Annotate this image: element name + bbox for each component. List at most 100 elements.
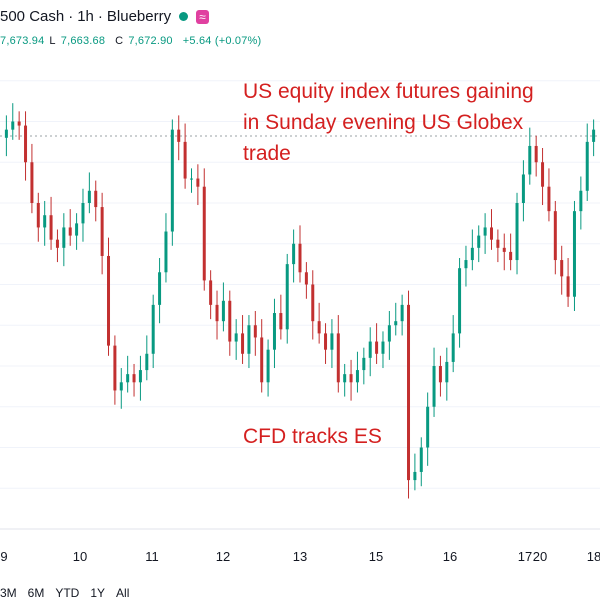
candle-body bbox=[362, 357, 366, 371]
x-tick-label: 13 bbox=[293, 549, 307, 564]
candle-body bbox=[317, 321, 321, 334]
x-tick-label: 15 bbox=[369, 549, 383, 564]
candle-body bbox=[36, 203, 40, 228]
candle-body bbox=[107, 255, 111, 346]
candle-body bbox=[515, 203, 519, 261]
interval-label[interactable]: 1h bbox=[77, 8, 94, 25]
candle-body bbox=[4, 129, 8, 138]
chart-header: 500 Cash · 1h · Blueberry ≈ bbox=[0, 8, 209, 25]
close-key: C bbox=[115, 35, 124, 47]
cfd-annotation: CFD tracks ES bbox=[243, 425, 382, 448]
candle-body bbox=[521, 174, 525, 203]
candle-body bbox=[285, 264, 289, 330]
candle-body bbox=[432, 366, 436, 407]
candle-body bbox=[451, 333, 455, 362]
candle-body bbox=[298, 243, 302, 273]
candle-body bbox=[17, 121, 21, 126]
candle-body bbox=[394, 321, 398, 326]
candle-body bbox=[381, 341, 385, 354]
headline-line: US equity index futures gaining bbox=[243, 80, 534, 103]
x-tick-label: 18 bbox=[587, 549, 600, 564]
range-6m-button[interactable]: 6M bbox=[27, 586, 45, 600]
headline-line: in Sunday evening US Globex bbox=[243, 111, 524, 134]
candle-body bbox=[541, 162, 545, 187]
range-ytd-button[interactable]: YTD bbox=[55, 586, 80, 600]
candle-body bbox=[572, 211, 576, 297]
market-status-icon bbox=[179, 12, 189, 22]
candle-body bbox=[75, 223, 79, 236]
ohlc-values: 7,673.94 L 7,663.68 C 7,672.90 +5.64 (+0.07%) bbox=[0, 35, 266, 47]
candle-body bbox=[375, 341, 379, 354]
x-tick-label: 16 bbox=[443, 549, 457, 564]
low-key: L bbox=[49, 35, 56, 47]
candle-body bbox=[11, 121, 15, 130]
candle-body bbox=[228, 300, 232, 342]
candle-body bbox=[215, 304, 219, 322]
candle-body bbox=[585, 141, 589, 191]
candle-body bbox=[55, 239, 59, 248]
candle-body bbox=[68, 227, 72, 236]
candle-body bbox=[279, 313, 283, 330]
candle-body bbox=[343, 374, 347, 383]
candle-body bbox=[464, 260, 468, 269]
candle-body bbox=[502, 247, 506, 252]
range-3m-button[interactable]: 3M bbox=[0, 586, 17, 600]
candle-body bbox=[483, 227, 487, 236]
candle-body bbox=[170, 129, 174, 232]
low-value: 7,663.68 bbox=[60, 35, 106, 47]
candle-body bbox=[292, 243, 296, 265]
candle-body bbox=[438, 366, 442, 383]
candle-body bbox=[221, 300, 225, 322]
candle-body bbox=[43, 215, 47, 228]
change-value: +5.64 (+0.07%) bbox=[182, 35, 262, 47]
x-axis: 9 10 11 12 13 15 16 17 18 20 bbox=[0, 549, 600, 564]
wave-icon[interactable]: ≈ bbox=[196, 10, 209, 25]
candle-body bbox=[100, 207, 104, 256]
candle-body bbox=[81, 203, 85, 224]
candle-body bbox=[400, 304, 404, 322]
candle-body bbox=[592, 129, 596, 142]
candle-body bbox=[470, 247, 474, 261]
candle-body bbox=[126, 374, 130, 383]
candles bbox=[4, 103, 596, 499]
candle-body bbox=[30, 162, 34, 203]
candle-body bbox=[87, 190, 91, 203]
candle-body bbox=[489, 227, 493, 240]
candle-body bbox=[458, 268, 462, 334]
candle-body bbox=[311, 284, 315, 322]
candle-body bbox=[113, 345, 117, 391]
candle-body bbox=[253, 325, 257, 338]
candle-body bbox=[426, 406, 430, 448]
candle-body bbox=[164, 231, 168, 273]
range-1y-button[interactable]: 1Y bbox=[90, 586, 106, 600]
candle-body bbox=[272, 313, 276, 350]
candle-body bbox=[477, 235, 481, 248]
candle-body bbox=[419, 447, 423, 472]
candle-body bbox=[413, 471, 417, 481]
candle-body bbox=[330, 333, 334, 350]
candle-body bbox=[387, 325, 391, 342]
candle-body bbox=[547, 186, 551, 212]
range-all-button[interactable]: All bbox=[116, 586, 130, 600]
candle-body bbox=[368, 341, 372, 358]
candle-body bbox=[119, 382, 123, 391]
candle-body bbox=[132, 374, 136, 383]
x-tick-label: 20 bbox=[533, 549, 547, 564]
headline-annotation: US equity index futures gaining in Sunda… bbox=[243, 76, 534, 169]
data-source: Blueberry bbox=[106, 8, 172, 25]
candle-body bbox=[189, 178, 193, 180]
candle-body bbox=[560, 260, 564, 277]
close-value: 7,672.90 bbox=[128, 35, 173, 47]
symbol-name[interactable]: 500 Cash bbox=[0, 8, 65, 25]
candle-body bbox=[304, 272, 308, 285]
x-tick-label: 9 bbox=[0, 549, 7, 564]
x-tick-label: 10 bbox=[73, 549, 87, 564]
candle-body bbox=[553, 211, 557, 261]
x-tick-label: 17 bbox=[518, 549, 532, 564]
x-tick-label: 11 bbox=[145, 549, 159, 564]
candle-body bbox=[241, 333, 245, 354]
candle-body bbox=[355, 370, 359, 383]
candle-body bbox=[509, 251, 513, 261]
range-selector: 3M 6M YTD 1Y All bbox=[0, 586, 140, 600]
